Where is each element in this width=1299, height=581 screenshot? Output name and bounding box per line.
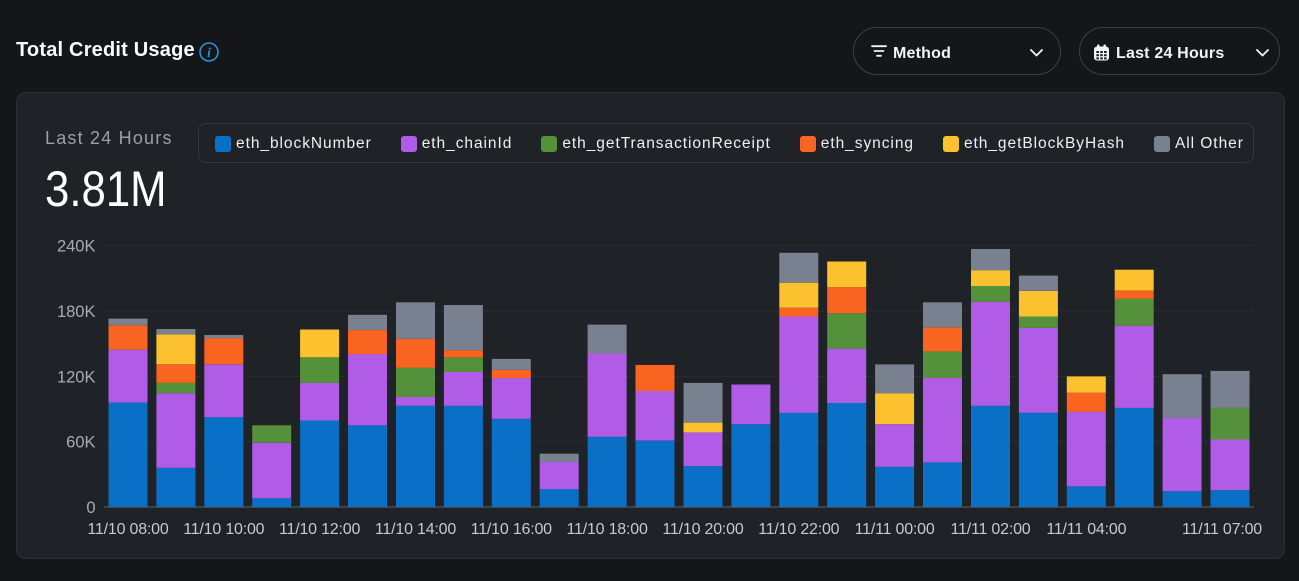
svg-text:i: i	[207, 45, 211, 60]
